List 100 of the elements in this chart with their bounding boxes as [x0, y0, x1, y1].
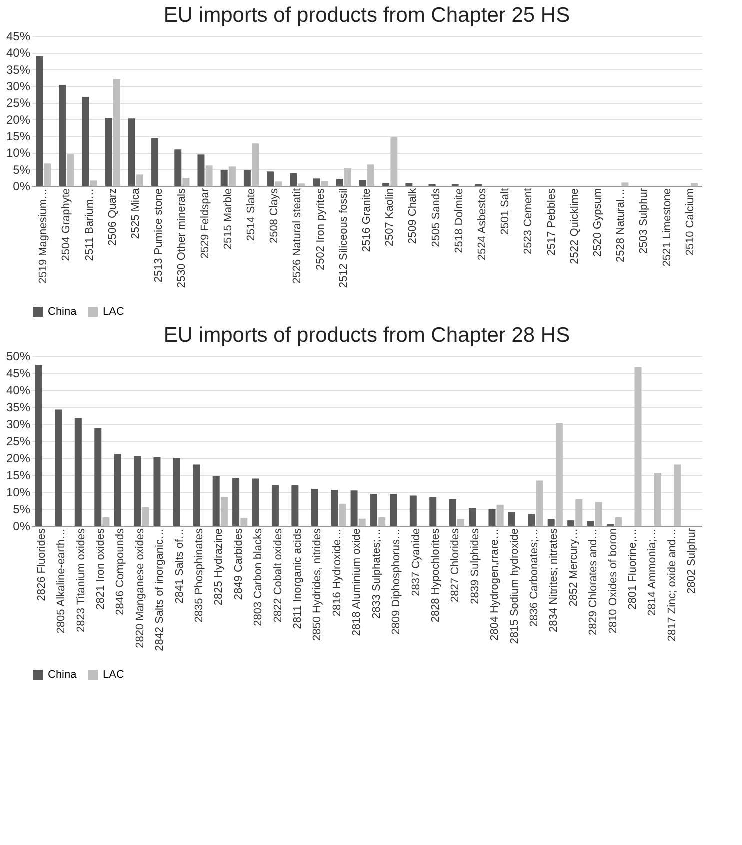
x-tick-label: 2818 Aluminium oxide	[351, 528, 364, 636]
y-tick-label: 5%	[13, 162, 31, 177]
x-tick-label: 2507 Kaolin	[384, 188, 396, 247]
x-tick-label: 2508 Clays	[268, 188, 281, 244]
x-tick-label: 2826 Fluorides	[36, 528, 48, 602]
bar	[36, 365, 42, 526]
legend-label: China	[48, 306, 78, 318]
bar	[615, 518, 622, 526]
x-tick-label: 2837 Cyanide	[410, 528, 422, 596]
x-tick-label: 2529 Feldspar	[199, 188, 212, 259]
x-tick-label: 2509 Chalk	[407, 188, 420, 244]
bar	[252, 144, 260, 186]
bar	[634, 368, 642, 526]
bar	[198, 154, 205, 186]
x-tick-label: 2514 Slate	[245, 188, 258, 242]
x-tick-label: 2850 Hydrides, nitrides	[312, 528, 324, 642]
y-tick-label: 50%	[6, 350, 31, 364]
bar	[457, 519, 464, 526]
bar	[59, 85, 66, 186]
x-tick-label: 2852 Mercury…	[568, 528, 580, 607]
x-tick-label: 2804 Hydrogen,rrare…	[489, 528, 502, 642]
bar	[228, 166, 236, 186]
bar	[193, 464, 200, 526]
x-tick-label: 2513 Pumice stone	[153, 188, 166, 283]
bar	[94, 428, 102, 526]
bar	[469, 508, 476, 526]
x-tick-label: 2506 Quarz	[106, 188, 119, 246]
bar	[267, 172, 274, 186]
bar	[220, 170, 228, 186]
bar	[370, 494, 378, 526]
bar	[275, 182, 282, 186]
x-tick-label: 2523 Cement	[522, 188, 535, 255]
x-tick-label: 2816 Hydroxide…	[331, 528, 344, 617]
chart-title: EU imports of products from Chapter 28 HS	[164, 324, 570, 347]
bar	[568, 520, 575, 526]
y-tick-label: 25%	[6, 434, 31, 448]
x-tick-label: 2846 Compounds	[114, 528, 127, 616]
x-tick-label: 2524 Asbestos	[476, 188, 489, 261]
bar	[102, 518, 110, 526]
bar	[595, 502, 602, 526]
bar	[674, 464, 682, 526]
x-tick-label: 2502 Iron pyrites	[314, 188, 327, 270]
x-tick-label: 2828 Hypochlorites	[430, 528, 442, 623]
bar	[311, 488, 318, 526]
y-tick-label: 20%	[6, 112, 31, 127]
chart-title: EU imports of products from Chapter 25 HS	[164, 4, 570, 27]
bar	[336, 179, 344, 186]
x-tick-label: 2517 Pebbles	[546, 188, 558, 256]
x-tick-label: 2827 Chlorides	[450, 528, 462, 602]
bar	[622, 182, 629, 186]
x-tick-label: 2822 Cobalt oxides	[272, 528, 284, 623]
y-tick-label: 20%	[6, 452, 31, 466]
bar	[556, 423, 563, 526]
bar	[344, 168, 352, 186]
x-tick-label: 2525 Mica	[130, 188, 142, 240]
x-tick-label: 2528 Natural…	[615, 188, 628, 262]
x-tick-label: 2521 Limestone	[661, 188, 674, 267]
x-tick-label: 2825 Hydrazine	[213, 528, 226, 606]
bar	[430, 497, 437, 526]
x-tick-label: 2814 Ammonia;…	[646, 528, 659, 616]
bar	[74, 418, 82, 526]
bar	[212, 476, 220, 526]
x-tick-label: 2833 Sulphates;…	[370, 528, 383, 620]
x-tick-label: 2526 Natural steatit	[292, 188, 304, 284]
y-tick-label: 45%	[6, 366, 31, 380]
bar	[358, 518, 366, 526]
y-tick-label: 10%	[6, 486, 31, 500]
bar	[390, 137, 398, 186]
x-tick-label: 2501 Salt	[500, 188, 512, 235]
x-tick-label: 2803 Carbon blacks	[252, 528, 265, 626]
bar	[174, 150, 182, 186]
bar	[488, 509, 496, 526]
x-tick-label: 2505 Sands	[430, 188, 442, 248]
y-tick-label: 0%	[13, 180, 31, 194]
y-tick-label: 15%	[6, 130, 31, 144]
y-tick-label: 35%	[6, 400, 31, 414]
bar	[496, 504, 504, 526]
bar	[55, 410, 62, 526]
bar	[136, 174, 144, 186]
x-tick-label: 2512 Siliceous fossil	[338, 188, 350, 288]
bar	[67, 154, 74, 186]
y-tick-label: 10%	[6, 146, 31, 160]
bar	[410, 496, 417, 526]
x-tick-label: 2815 Sodium hydroxide	[508, 528, 521, 644]
x-tick-label: 2820 Manganese oxides	[134, 528, 146, 648]
bar	[339, 504, 346, 526]
bar	[390, 494, 398, 526]
x-tick-label: 2504 Graphyte	[60, 188, 73, 262]
x-tick-label: 2802 Sulphur	[686, 528, 698, 594]
legend-label: LAC	[103, 306, 124, 318]
bar	[508, 512, 516, 526]
y-tick-label: 25%	[6, 96, 31, 110]
bar	[382, 183, 390, 186]
x-tick-label: 2811 Inorganic acids	[292, 528, 304, 630]
bar	[82, 97, 90, 186]
bar	[528, 514, 536, 526]
bar	[240, 518, 248, 526]
bar	[252, 478, 260, 526]
bar	[406, 183, 413, 186]
y-tick-label: 30%	[6, 80, 31, 94]
